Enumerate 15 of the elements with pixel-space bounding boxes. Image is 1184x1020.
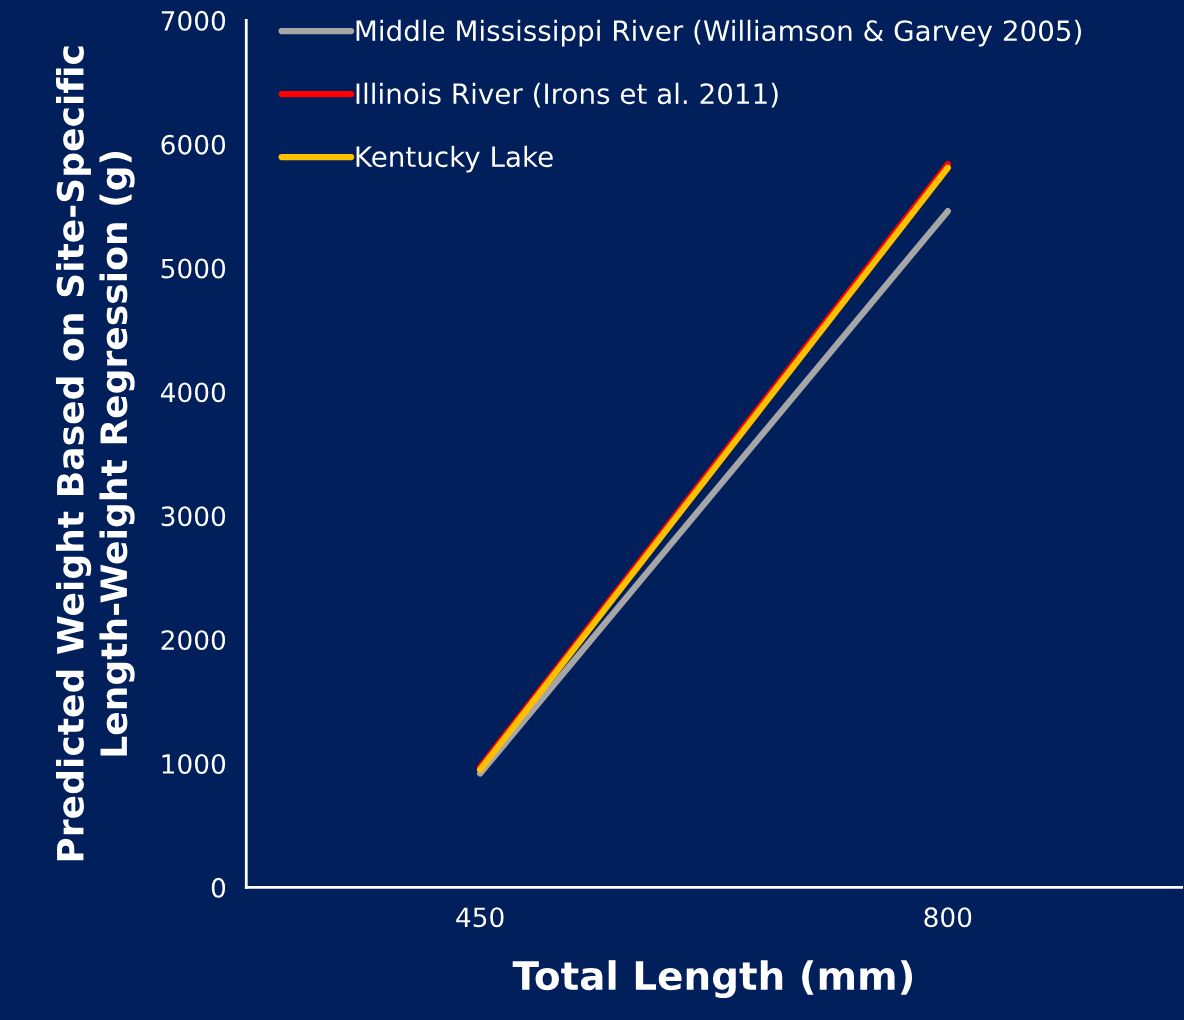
y-tick-label: 5000 (161, 258, 226, 279)
y-axis-title: Predicted Weight Based on Site-Specific Length-Weight Regression (g) (55, 46, 135, 861)
y-tick-label: 1000 (162, 753, 226, 774)
y-tick-label: 2000 (161, 630, 226, 651)
x-axis-title: Total Length (mm) (512, 960, 913, 999)
y-tick-label: 4000 (160, 382, 226, 403)
x-tick-label: 800 (924, 907, 972, 928)
x-tick-label: 450 (456, 907, 504, 928)
legend-label: Kentucky Lake (356, 145, 553, 173)
y-tick-label: 7000 (161, 10, 226, 31)
y-tick-label: 6000 (161, 134, 226, 155)
y-tick-label: 0 (211, 877, 226, 898)
legend-label: Middle Mississippi River (Williamson & Garvey 2005) (356, 19, 1081, 47)
legend-label: Illinois River (Irons et al. 2011) (356, 82, 778, 108)
y-tick-label: 3000 (161, 506, 226, 527)
